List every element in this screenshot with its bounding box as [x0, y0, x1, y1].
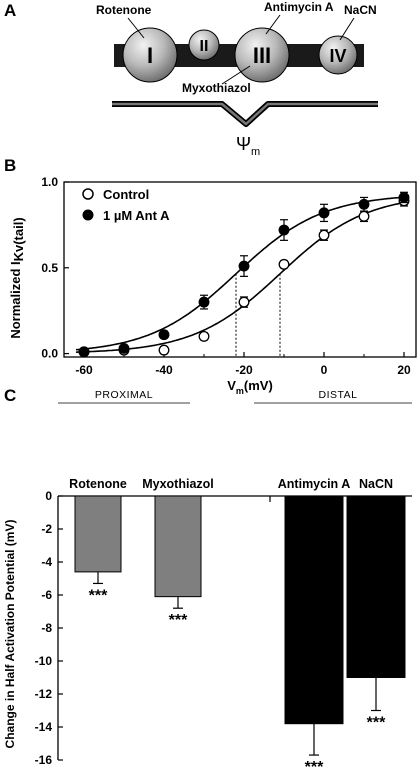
- b-xtick-label: -60: [75, 363, 93, 377]
- c-ytick-label: 0: [45, 489, 52, 503]
- half-activation-bar-chart: 0 -2 -4 -6 -8 -10 -12 -14 -16 Rotenone *** Myxothi…: [3, 389, 412, 774]
- legend-control-label: Control: [103, 187, 149, 202]
- b-legend: Control 1 µM Ant A: [82, 187, 170, 223]
- rotenone-label: Rotenone: [96, 3, 152, 17]
- b-ytick-label: 0.0: [41, 347, 58, 361]
- c-ylabel: Change in Half Activation Potential (mV): [3, 520, 17, 749]
- complex-iii-circle: [234, 27, 290, 83]
- rotenone-pointer: [127, 17, 145, 39]
- c-ytick-label: -8: [41, 621, 52, 635]
- control-data-point: [358, 210, 370, 222]
- anta-data-point: [358, 198, 370, 210]
- significance-stars: ***: [305, 759, 324, 774]
- control-data-point: [158, 344, 170, 356]
- control-data-point: [278, 258, 290, 270]
- significance-stars: ***: [169, 612, 188, 629]
- legend-anta-marker: [82, 209, 94, 221]
- bar-myxothiazol: [154, 495, 202, 598]
- bar-category-label: Rotenone: [69, 477, 127, 491]
- panel-letter-a: A: [4, 1, 17, 20]
- c-ytick-label: -4: [41, 555, 52, 569]
- b-xlabel: Vm(mV): [227, 378, 273, 396]
- b-xtick-label: -20: [235, 363, 253, 377]
- anta-data-point: [78, 346, 90, 358]
- bar-antimycin-a: [284, 495, 344, 725]
- complex-ii-circle: [188, 29, 220, 61]
- myxothiazol-pointer: [221, 65, 251, 85]
- anta-data-point: [158, 329, 170, 341]
- complex-iv-circle: [318, 35, 358, 75]
- complex-iv-label: IV: [329, 46, 346, 66]
- b-ytick-label: 1.0: [41, 175, 58, 189]
- myxothiazol-label: Myxothiazol: [182, 81, 251, 95]
- legend-anta-label: 1 µM Ant A: [103, 208, 170, 223]
- c-ytick-label: -16: [35, 753, 53, 767]
- bar-category-label: Antimycin A: [278, 477, 350, 491]
- anta-data-point: [118, 342, 130, 354]
- legend-control-marker: [82, 188, 94, 200]
- c-ytick-label: -10: [35, 654, 53, 668]
- c-ytick-label: -2: [41, 522, 52, 536]
- antimycin-label: Antimycin A: [264, 0, 334, 14]
- complex-iii-label: III: [253, 43, 271, 68]
- panel-letter-b: B: [4, 156, 17, 175]
- complex-ii-label: II: [200, 38, 209, 55]
- c-ytick-label: -12: [35, 687, 53, 701]
- complex-i-label: I: [147, 43, 153, 68]
- b-plot-frame: [63, 181, 417, 358]
- antimycin-pointer: [265, 14, 281, 35]
- b-ylabel: Normalized IKv(tail): [8, 217, 26, 338]
- anta-data-point: [318, 207, 330, 219]
- nacn-label: NaCN: [344, 3, 377, 17]
- significance-stars: ***: [89, 587, 108, 604]
- group-proximal-label: PROXIMAL: [95, 389, 153, 401]
- anta-data-point: [278, 224, 290, 236]
- bar-rotenone: [74, 495, 122, 573]
- etc-diagram: I II III IV Rotenone Antimycin A NaCN My…: [96, 0, 378, 158]
- significance-stars: ***: [367, 715, 386, 732]
- b-xtick-label: -40: [155, 363, 173, 377]
- bar-nacn: [346, 495, 406, 678]
- b-xtick-label: 20: [397, 363, 411, 377]
- control-data-point: [198, 330, 210, 342]
- group-distal-label: DISTAL: [319, 389, 358, 401]
- nacn-pointer: [339, 17, 355, 41]
- bar-category-label: NaCN: [359, 477, 393, 491]
- control-data-point: [238, 296, 250, 308]
- c-ytick-label: -6: [41, 588, 52, 602]
- panel-letter-c: C: [4, 386, 17, 405]
- bar-category-label: Myxothiazol: [142, 477, 214, 491]
- b-xtick-label: 0: [321, 363, 328, 377]
- anta-data-point: [198, 296, 210, 308]
- psi-label: Ψm: [236, 134, 260, 158]
- anta-data-point: [398, 191, 410, 203]
- membrane-potential-trace: [112, 101, 378, 127]
- control-data-point: [318, 229, 330, 241]
- complex-i-circle: [122, 27, 178, 83]
- fit-curve-series-0: [75, 201, 409, 353]
- c-ytick-label: -14: [35, 720, 53, 734]
- b-ytick-label: 0.5: [41, 261, 58, 275]
- anta-data-point: [238, 260, 250, 272]
- activation-curve-chart: -60 -40 -20 0 20 0.0 0.5 1.0 Normalized IKv(tai…: [8, 175, 417, 396]
